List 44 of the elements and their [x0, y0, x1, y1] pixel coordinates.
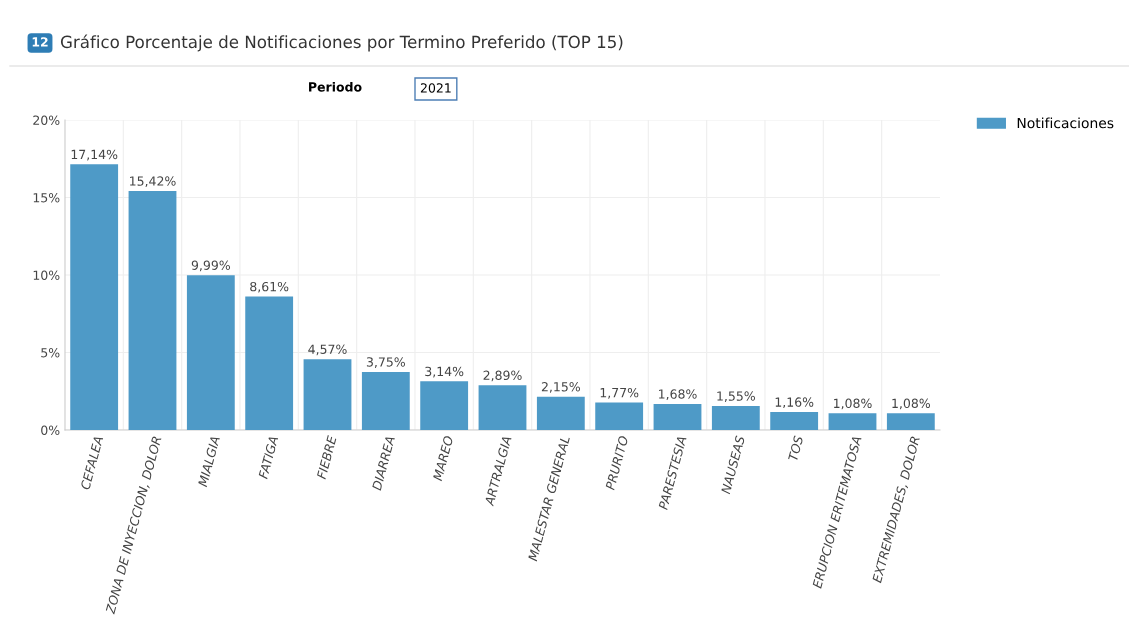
data-label: 17,14%	[71, 149, 118, 161]
chart-title: Gráfico Porcentaje de Notificaciones por Termino Preferido (TOP 15)	[60, 34, 623, 52]
y-tick-label: 0%	[41, 425, 60, 435]
data-label: 2,15%	[541, 382, 580, 393]
data-label: 3,14%	[425, 366, 464, 378]
y-tick-label: 20%	[33, 115, 60, 125]
bar	[186, 275, 235, 430]
x-tick-label: MAREO	[432, 435, 454, 482]
y-tick-label: 15%	[33, 192, 60, 203]
data-label: 1,16%	[775, 397, 814, 409]
data-label: 2,89%	[483, 370, 522, 382]
bar	[303, 359, 352, 430]
bar	[478, 385, 527, 430]
x-tick-label: FATIGA	[258, 435, 279, 480]
data-label: 1,08%	[834, 398, 872, 410]
data-label: 1,08%	[892, 398, 930, 410]
data-label: 4,57%	[308, 344, 347, 356]
bar	[595, 402, 644, 430]
bar	[420, 381, 469, 430]
legend-label: Notificaciones	[1017, 117, 1114, 129]
bar	[536, 396, 585, 430]
data-label: 8,61%	[250, 281, 289, 293]
data-label: 1,77%	[600, 387, 639, 399]
bar	[886, 413, 935, 430]
y-tick-label: 10%	[33, 270, 60, 280]
bar	[245, 296, 294, 430]
text: 2021	[420, 83, 451, 93]
data-label: 1,68%	[659, 389, 697, 401]
data-label: 1,55%	[717, 391, 755, 403]
bar	[361, 371, 410, 430]
y-tick-label: 5%	[41, 347, 60, 358]
data-label: 3,75%	[366, 357, 405, 368]
bar	[711, 405, 760, 430]
bar	[128, 190, 177, 430]
data-label: 15,42%	[130, 176, 176, 188]
text: Periodo	[309, 81, 362, 92]
text: 12	[32, 37, 48, 47]
data-label: 9,99%	[191, 260, 230, 272]
x-tick-label: TOS	[787, 435, 804, 462]
bar	[653, 403, 702, 430]
bar	[770, 412, 819, 430]
bar	[828, 413, 877, 430]
x-tick-label: FIEBRE	[316, 434, 337, 480]
bar	[70, 164, 119, 430]
